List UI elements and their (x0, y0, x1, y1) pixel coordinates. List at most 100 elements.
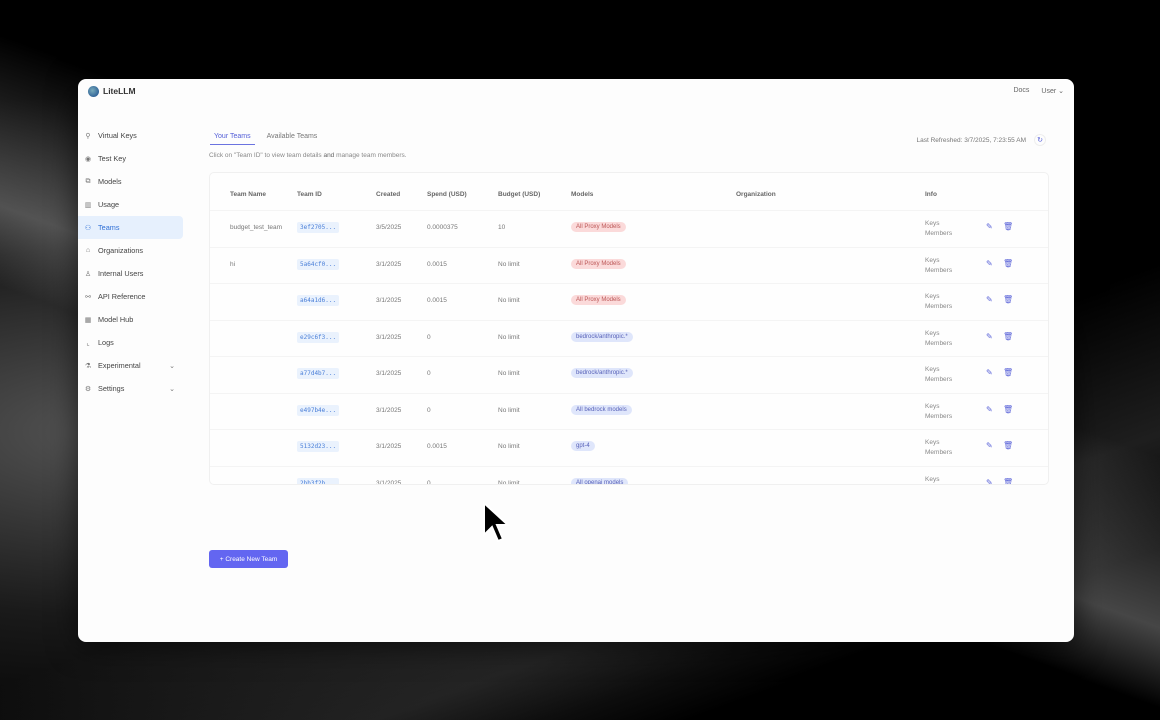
settings-icon: ⚙ (84, 385, 92, 393)
sidebar-item-label: Test Key (98, 154, 126, 163)
budget: No limit (498, 479, 520, 485)
column-header[interactable]: Team Name (230, 191, 267, 198)
column-header[interactable]: Info (925, 191, 937, 198)
docs-link[interactable]: Docs (1013, 87, 1030, 94)
trash-icon[interactable]: 🗑 (1003, 222, 1014, 231)
mouse-cursor-icon (483, 501, 510, 543)
user-menu[interactable]: User ⌄ (1041, 87, 1064, 95)
members-label[interactable]: Members (925, 376, 953, 383)
budget: No limit (498, 443, 520, 450)
members-label[interactable]: Members (925, 339, 953, 347)
hint-text: Click on "Team ID" to view team details … (209, 152, 407, 159)
sidebar-item-models[interactable]: ⧉ Models (78, 170, 183, 193)
app-name: LiteLLM (103, 86, 136, 96)
column-header[interactable]: Created (376, 191, 401, 198)
create-new-team-button[interactable]: + Create New Team (209, 550, 288, 568)
model-badge: All bedrock models (571, 404, 632, 415)
chevron-down-icon: ⌄ (1058, 88, 1064, 95)
keys-label[interactable]: Keys (925, 366, 940, 373)
top-bar: LiteLLM Docs User ⌄ (78, 79, 1074, 103)
sidebar-item-usage[interactable]: ▥ Usage (78, 193, 183, 216)
team-id-link[interactable]: a64a1d6... (297, 295, 340, 306)
members-label[interactable]: Members (925, 412, 953, 420)
team-id-link[interactable]: a77d4b7... (297, 368, 340, 379)
team-id-link[interactable]: 3ef2705... (297, 222, 340, 233)
team-id-link[interactable]: e497b4e... (297, 404, 340, 416)
team-id-link[interactable]: 5a64cf0... (297, 258, 340, 270)
keys-label[interactable]: Keys (925, 402, 940, 410)
team-id-link[interactable]: 5132d23... (297, 441, 340, 452)
column-header[interactable]: Organization (736, 191, 776, 198)
tab-available-teams[interactable]: Available Teams (266, 133, 318, 140)
sidebar-item-label: Teams (98, 223, 120, 232)
sidebar-item-test-key[interactable]: ◉ Test Key (78, 147, 183, 170)
budget: No limit (498, 333, 520, 341)
sidebar-item-label: Usage (98, 200, 120, 209)
trash-icon[interactable]: 🗑 (1003, 441, 1014, 450)
edit-icon[interactable]: ✎ (986, 295, 993, 304)
created-date: 3/1/2025 (376, 370, 402, 377)
info: Keys Members (925, 292, 952, 312)
spend: 0.0015 (427, 260, 447, 268)
sidebar-item-logs[interactable]: ⌞ Logs (78, 331, 183, 354)
sidebar-item-settings[interactable]: ⚙ Settings ⌄ (78, 377, 183, 400)
members-label[interactable]: Members (925, 303, 953, 310)
edit-icon[interactable]: ✎ (986, 477, 993, 485)
trash-icon[interactable]: 🗑 (1003, 477, 1014, 485)
edit-icon[interactable]: ✎ (986, 368, 993, 377)
members-label[interactable]: Members (925, 230, 953, 237)
members-label[interactable]: Members (925, 449, 953, 456)
edit-icon[interactable]: ✎ (986, 441, 993, 450)
created-date: 3/1/2025 (376, 333, 402, 341)
column-header[interactable]: Budget (USD) (498, 191, 541, 198)
model-badge: bedrock/anthropic.* (571, 368, 633, 378)
trash-icon[interactable]: 🗑 (1003, 368, 1014, 377)
sidebar-item-experimental[interactable]: ⚗ Experimental ⌄ (78, 354, 183, 377)
edit-icon[interactable]: ✎ (986, 331, 993, 341)
sidebar-item-label: Virtual Keys (98, 131, 137, 140)
app-store-icon: ▦ (84, 316, 92, 324)
created-date: 3/1/2025 (376, 297, 402, 304)
sidebar-item-api-reference[interactable]: ⚯ API Reference (78, 285, 183, 308)
sidebar-item-virtual-keys[interactable]: ⚲ Virtual Keys (78, 124, 183, 147)
edit-icon[interactable]: ✎ (986, 404, 993, 414)
sidebar-item-teams[interactable]: ⚇ Teams (78, 216, 183, 239)
table-row: e29c6f3... 3/1/2025 0 No limit bedrock/a… (210, 319, 1048, 356)
sidebar: ⚲ Virtual Keys ◉ Test Key ⧉ Models ▥ Usage ⚇ Team… (78, 124, 183, 400)
keys-label[interactable]: Keys (925, 329, 940, 337)
keys-label[interactable]: Keys (925, 256, 940, 264)
refresh-icon[interactable]: ↻ (1034, 134, 1046, 146)
model-badge: All Proxy Models (571, 295, 626, 305)
trash-icon[interactable]: 🗑 (1003, 295, 1014, 304)
sidebar-item-organizations[interactable]: ⌂ Organizations (78, 239, 183, 262)
budget: No limit (498, 370, 520, 377)
team-name: hi (230, 260, 236, 268)
team-name: budget_test_team (230, 224, 283, 231)
spend: 0 (427, 479, 431, 485)
created-date: 3/1/2025 (376, 260, 402, 268)
trash-icon[interactable]: 🗑 (1003, 258, 1014, 268)
sidebar-item-model-hub[interactable]: ▦ Model Hub (78, 308, 183, 331)
tab-your-teams[interactable]: Your Teams (210, 133, 255, 145)
table-row: 5132d23... 3/1/2025 0.0015 No limit gpt-… (210, 429, 1048, 465)
team-id-link[interactable]: e29c6f3... (297, 331, 340, 343)
team-id-link[interactable]: 2bb3f2b... (297, 477, 340, 484)
logo[interactable]: LiteLLM (88, 85, 136, 97)
edit-icon[interactable]: ✎ (986, 258, 993, 268)
keys-label[interactable]: Keys (925, 439, 940, 446)
column-header[interactable]: Models (571, 191, 594, 198)
spend: 0 (427, 406, 431, 414)
sidebar-item-internal-users[interactable]: ♙ Internal Users (78, 262, 183, 285)
keys-label[interactable]: Keys (925, 293, 940, 300)
keys-label[interactable]: Keys (925, 475, 940, 483)
trash-icon[interactable]: 🗑 (1003, 331, 1014, 341)
trash-icon[interactable]: 🗑 (1003, 404, 1014, 414)
budget: No limit (498, 297, 520, 304)
edit-icon[interactable]: ✎ (986, 222, 993, 231)
members-label[interactable]: Members (925, 266, 953, 274)
sidebar-item-label: Logs (98, 338, 114, 347)
column-header[interactable]: Team ID (297, 191, 322, 198)
sidebar-item-label: Models (98, 177, 122, 186)
keys-label[interactable]: Keys (925, 220, 940, 227)
column-header[interactable]: Spend (USD) (427, 191, 467, 198)
